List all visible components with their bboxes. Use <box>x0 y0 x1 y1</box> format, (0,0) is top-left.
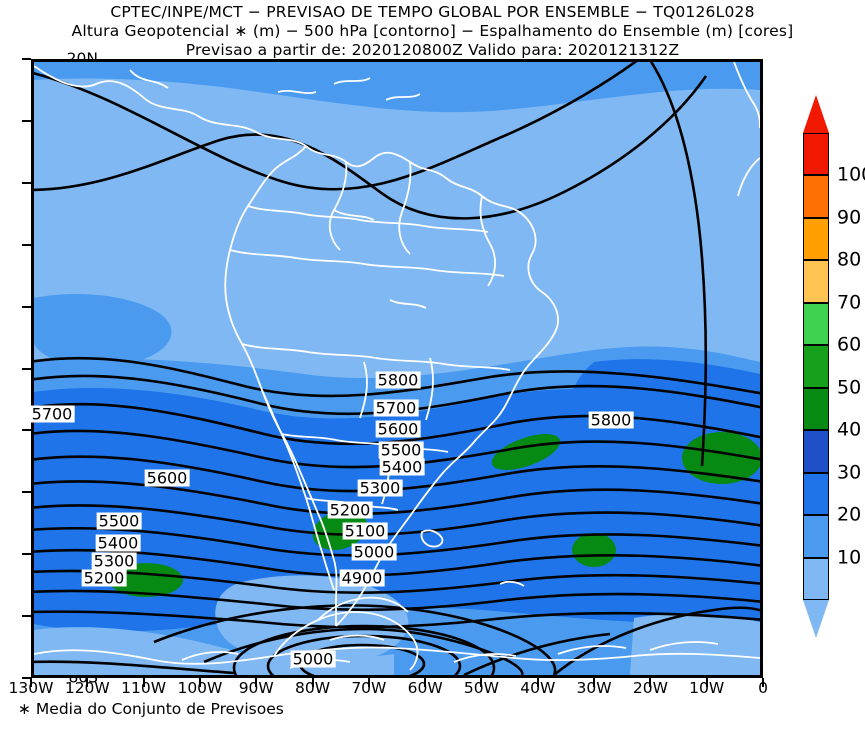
x-tick-label: 120W <box>64 679 110 697</box>
contour-label: 5800 <box>375 370 421 390</box>
colorbar-arrow-top <box>803 95 829 133</box>
contour-label: 5800 <box>588 410 634 430</box>
title-line-model: CPTEC/INPE/MCT − PREVISAO DE TEMPO GLOBA… <box>110 3 755 21</box>
x-tick-label: 90W <box>238 679 274 697</box>
x-tick-label: 60W <box>407 679 443 697</box>
y-tick-mark <box>22 615 31 618</box>
colorbar-tick-label: 70 <box>837 291 862 314</box>
y-tick-mark <box>22 305 31 308</box>
colorbar-band <box>803 217 829 261</box>
x-tick-mark <box>86 678 89 687</box>
colorbar-band <box>803 133 829 176</box>
colorbar-tick-label: 60 <box>837 333 862 356</box>
colorbar-tick-label: 30 <box>837 461 862 484</box>
contour-label: 5400 <box>379 457 425 477</box>
x-tick-mark <box>649 678 652 687</box>
x-tick-label: 130W <box>8 679 54 697</box>
y-tick-mark <box>22 367 31 370</box>
coastlines <box>34 62 760 671</box>
y-tick-mark <box>22 58 31 60</box>
x-tick-mark <box>480 678 483 687</box>
contour-label: 5000 <box>290 649 336 669</box>
colorbar-tick-label: 50 <box>837 376 862 399</box>
contour-label: 5600 <box>144 468 190 488</box>
x-tick-mark <box>198 678 201 687</box>
x-tick-label: 20W <box>632 679 668 697</box>
contour-label: 5500 <box>96 511 142 531</box>
contour-label: 5700 <box>29 404 75 424</box>
x-tick-mark <box>536 678 539 687</box>
colorbar-tick-label: 100 <box>837 163 865 186</box>
title-line-times: Previsao a partir de: 2020120800Z Valido… <box>185 41 680 59</box>
colorbar-tick-label: 90 <box>837 206 862 229</box>
colorbar-tick-label: 40 <box>837 418 862 441</box>
contour-label: 4900 <box>339 568 385 588</box>
colorbar-band <box>803 302 829 346</box>
x-tick-mark <box>705 678 708 687</box>
colorbar-band <box>803 175 829 218</box>
x-tick-mark <box>367 678 370 687</box>
x-tick-label: 10W <box>689 679 725 697</box>
contour-label: 5600 <box>375 419 421 439</box>
x-tick-label: 50W <box>463 679 499 697</box>
y-tick-mark <box>22 677 31 679</box>
x-tick-mark <box>424 678 427 687</box>
y-tick-mark <box>22 181 31 184</box>
contour-label: 5300 <box>91 551 137 571</box>
contour-label: 5300 <box>357 478 403 498</box>
x-tick-label: 100W <box>177 679 223 697</box>
contour-label: 5700 <box>373 398 419 418</box>
y-tick-mark <box>22 491 31 494</box>
x-tick-label: 70W <box>351 679 387 697</box>
x-tick-label: 0 <box>758 679 768 697</box>
colorbar-tick-label: 20 <box>837 503 862 526</box>
colorbar-band <box>803 430 829 473</box>
y-tick-mark <box>22 553 31 556</box>
spread-green-maxima <box>109 432 760 597</box>
title-line-variable: Altura Geopotencial ∗ (m) − 500 hPa [con… <box>71 22 794 40</box>
y-tick-mark <box>22 243 31 246</box>
colorbar-band <box>803 557 829 600</box>
plot-inner <box>34 62 760 675</box>
x-tick-mark <box>762 678 764 687</box>
x-tick-mark <box>311 678 314 687</box>
contour-label: 5400 <box>95 533 141 553</box>
colorbar-band <box>803 515 829 558</box>
footnote: ∗ Media do Conjunto de Previsoes <box>18 700 284 718</box>
contour-label: 5200 <box>327 500 373 520</box>
colorbar[interactable]: 100 90 80 70 60 50 40 30 20 10 <box>803 95 865 638</box>
chart-title-block: CPTEC/INPE/MCT − PREVISAO DE TEMPO GLOBA… <box>0 0 865 60</box>
x-tick-mark <box>30 678 32 687</box>
map-plot-area[interactable] <box>31 59 763 678</box>
colorbar-tick-label: 80 <box>837 248 862 271</box>
x-tick-label: 110W <box>121 679 167 697</box>
contour-label: 5500 <box>378 440 424 460</box>
plot-frame <box>31 59 763 678</box>
contour-label: 5100 <box>342 521 388 541</box>
x-tick-label: 30W <box>576 679 612 697</box>
x-tick-mark <box>593 678 596 687</box>
contour-label: 5000 <box>351 542 397 562</box>
x-tick-mark <box>142 678 145 687</box>
y-tick-mark <box>22 119 31 122</box>
colorbar-band <box>803 472 829 516</box>
colorbar-band <box>803 345 829 388</box>
contour-label: 5200 <box>81 568 127 588</box>
x-tick-label: 40W <box>520 679 556 697</box>
y-tick-mark <box>22 429 31 432</box>
colorbar-band <box>803 260 829 303</box>
colorbar-band <box>803 387 829 431</box>
colorbar-arrow-bottom <box>803 600 829 638</box>
x-tick-mark <box>255 678 258 687</box>
colorbar-tick-label: 10 <box>837 546 862 569</box>
x-tick-label: 80W <box>295 679 331 697</box>
map-canvas <box>34 62 760 675</box>
